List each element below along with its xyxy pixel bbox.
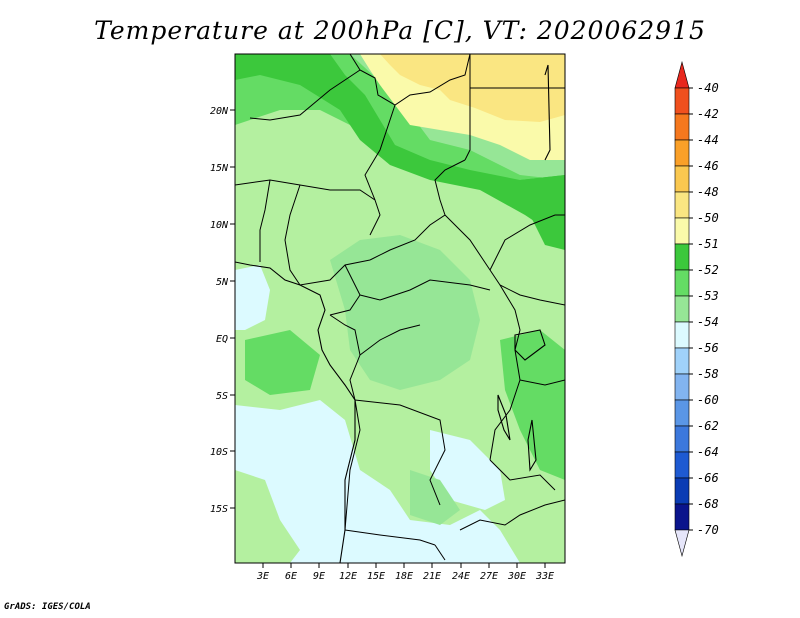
colorbar-label: -44 [697,133,719,147]
colorbar-swatch [674,243,690,271]
colorbar-swatch [674,503,690,531]
colorbar-swatch [674,529,690,558]
lon-label: 21E [423,571,441,582]
colorbar-label: -68 [697,497,719,511]
colorbar-label: -66 [697,471,719,485]
lat-label: 5N [216,277,229,288]
field-east-mid [500,330,565,480]
colorbar-swatch [674,60,690,89]
grads-credit: GrADS: IGES/COLA [4,602,91,612]
colorbar-swatch [674,139,690,167]
map-frame [234,53,566,564]
lat-axis: 20N 15N 10N 5N EQ 5S 10S 15S [210,106,235,515]
lon-label: 27E [480,571,498,582]
colorbar-swatch [674,477,690,505]
field-east-dark [520,175,565,250]
colorbar-label: -50 [697,211,719,225]
colorbar-label: -53 [697,289,719,303]
colorbar-label: -46 [697,159,719,173]
map-title: Temperature at 200hPa [C], VT: 202006291… [94,16,706,45]
colorbar-swatch [674,425,690,453]
colorbar-swatch [674,399,690,427]
lat-label: 5S [216,391,228,402]
colorbar-label: -58 [697,367,719,381]
lat-label: 15S [210,504,228,515]
lon-label: 9E [313,571,325,582]
country-borders [235,54,565,561]
colorbar-swatch [674,87,690,115]
colorbar: -40 -42 -44 -46 -48 -50 -51 -52 -53 -54 -56 -58 -60 -… [674,60,719,558]
field-west-mid [245,330,320,395]
colorbar-label: -64 [697,445,719,459]
colorbar-swatch [674,347,690,375]
colorbar-label: -56 [697,341,719,355]
lon-label: 18E [395,571,413,582]
colorbar-swatch [674,295,690,323]
lon-label: 12E [339,571,357,582]
field-center-green [330,235,480,390]
lon-label: 15E [367,571,385,582]
colorbar-label: -62 [697,419,719,433]
lat-label: EQ [216,334,228,345]
colorbar-label: -70 [697,523,719,537]
lat-label: 10S [210,447,228,458]
field-green-sw [235,470,300,563]
coastlines [235,64,551,563]
colorbar-swatch [674,321,690,349]
colorbar-swatch [674,113,690,141]
colorbar-label: -60 [697,393,719,407]
colorbar-label: -52 [697,263,719,277]
lon-axis: 3E 6E 9E 12E 15E 18E 21E 24E 27E 30E 33E [256,563,554,582]
colorbar-label: -40 [697,81,719,95]
temperature-field [235,54,565,563]
lat-label: 15N [210,163,229,174]
lon-label: 6E [285,571,297,582]
lon-label: 33E [535,571,554,582]
colorbar-swatch [674,191,690,219]
field-north-dark [235,54,565,225]
field-cyan-south [235,400,520,563]
colorbar-swatch [674,217,690,245]
colorbar-swatch [674,451,690,479]
colorbar-label: -42 [697,107,719,121]
colorbar-label: -54 [697,315,719,329]
colorbar-swatch [674,373,690,401]
lat-label: 20N [210,106,229,117]
lon-label: 3E [256,571,269,582]
colorbar-swatch [674,165,690,193]
lon-label: 24E [452,571,470,582]
colorbar-label: -51 [697,237,719,251]
colorbar-swatch [674,269,690,297]
lat-label: 10N [210,220,229,231]
field-green-south [410,470,460,525]
field-cyan-south-2 [430,430,505,510]
colorbar-label: -48 [697,185,719,199]
field-cyan-west [235,265,270,330]
lon-label: 30E [507,571,526,582]
